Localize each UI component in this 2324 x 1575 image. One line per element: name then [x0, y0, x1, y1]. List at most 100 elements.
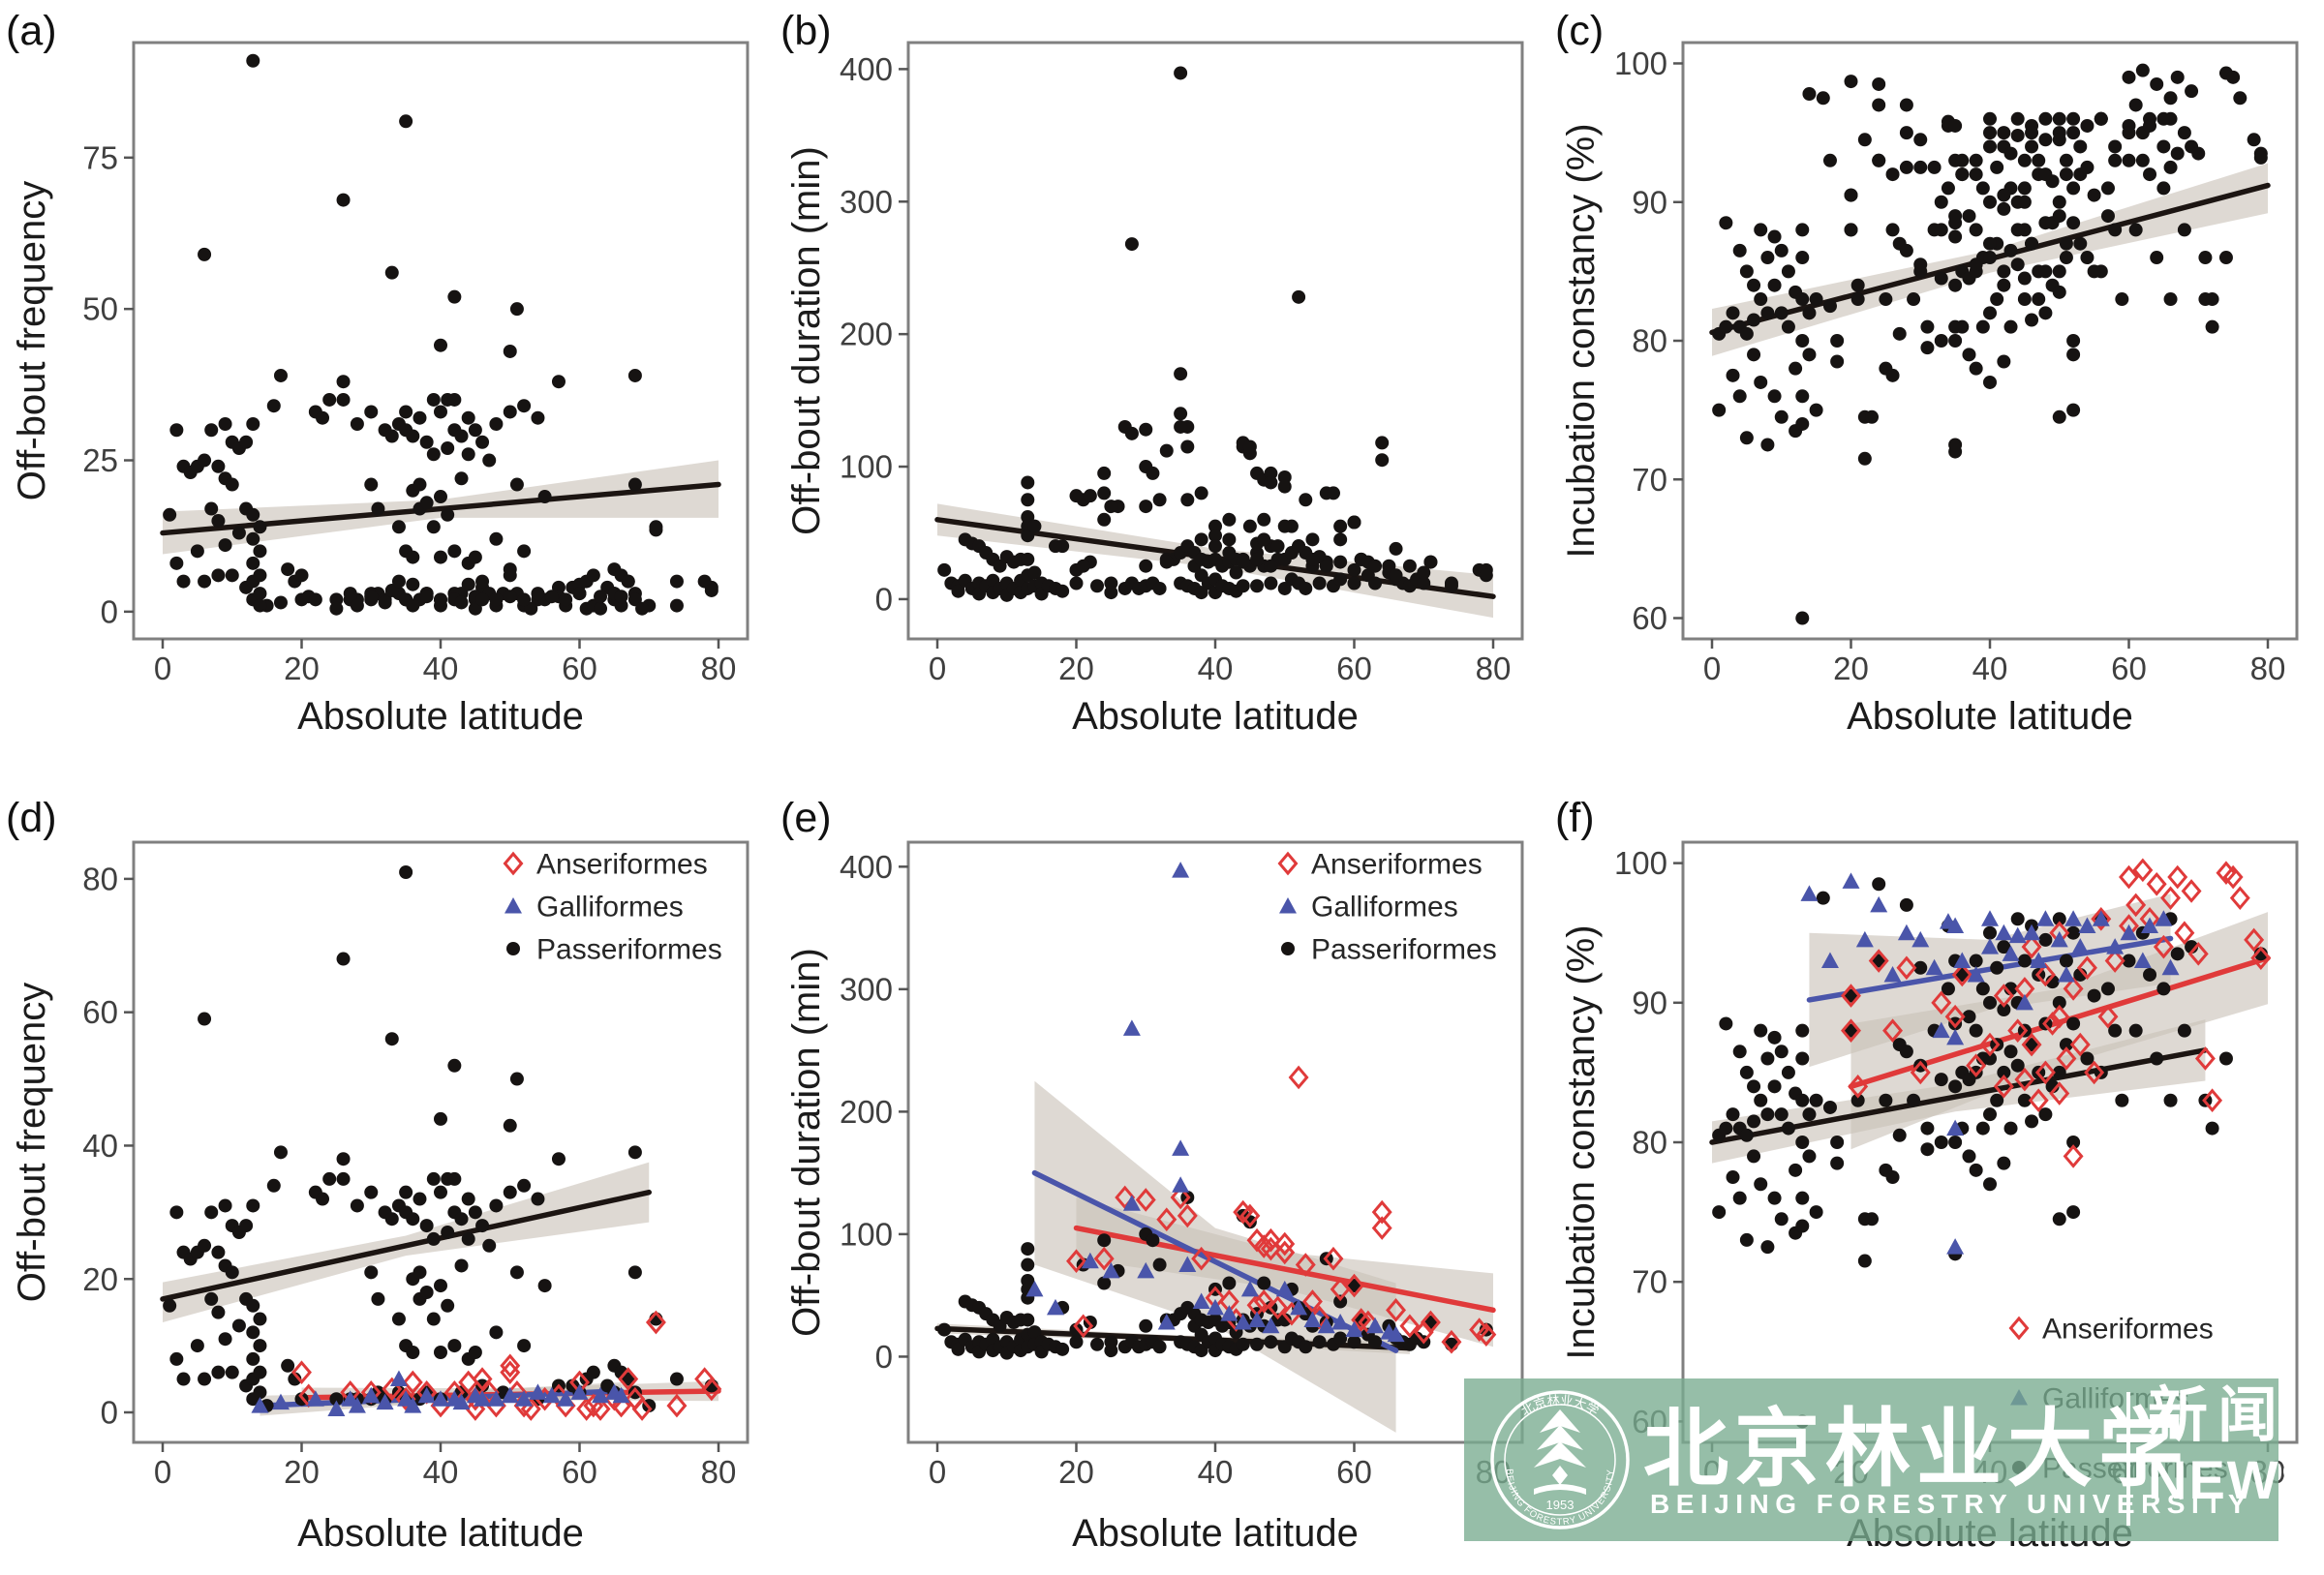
data-point — [426, 520, 441, 534]
data-point — [253, 587, 267, 601]
data-point — [447, 1339, 462, 1353]
data-point — [482, 1238, 497, 1253]
regression-line-blue — [1031, 1169, 1399, 1353]
data-point — [1159, 443, 1174, 458]
data-point — [350, 1198, 364, 1213]
data-point — [2059, 1038, 2073, 1052]
data-point — [441, 1298, 455, 1313]
data-point — [2073, 236, 2088, 251]
data-point — [1104, 586, 1118, 600]
data-point — [1194, 532, 1208, 547]
data-point — [1907, 1093, 1921, 1107]
series-galliformes — [1027, 66, 1403, 583]
data-point — [1135, 1188, 1156, 1212]
data-point — [1274, 1231, 1296, 1257]
data-point — [273, 595, 288, 610]
data-point — [489, 1198, 504, 1213]
data-point — [1795, 416, 1810, 431]
data-point — [2036, 910, 2055, 926]
y-tick-label: 100 — [840, 449, 893, 485]
data-point — [1899, 243, 1913, 257]
data-point — [2128, 223, 2143, 237]
data-point — [1207, 1298, 1224, 1316]
data-point — [1344, 1273, 1364, 1298]
data-point — [1969, 257, 1983, 272]
data-point — [1441, 1329, 1462, 1354]
data-point — [1781, 319, 1795, 334]
logo-inner-ring — [1504, 1404, 1616, 1516]
data-point — [1760, 438, 1775, 452]
data-point — [1076, 559, 1090, 573]
data-point — [1920, 319, 1935, 334]
data-point — [1739, 326, 1754, 341]
series-passeriformes — [1712, 76, 2268, 625]
data-point — [2010, 257, 2025, 272]
data-point — [1830, 334, 1845, 348]
data-point — [2120, 924, 2138, 941]
data-point — [461, 447, 475, 462]
data-point — [1899, 98, 1913, 112]
data-point — [441, 507, 455, 522]
data-point — [2071, 938, 2090, 954]
data-point — [503, 1185, 517, 1199]
data-point — [2025, 126, 2039, 140]
data-point — [391, 574, 406, 589]
data-point — [2025, 1114, 2039, 1129]
data-point — [1870, 895, 1888, 913]
data-point — [1948, 118, 1963, 133]
passeriformes-legend-icon — [506, 942, 520, 955]
data-point — [2143, 118, 2157, 133]
data-point — [2066, 925, 2081, 940]
data-point — [2059, 954, 2073, 968]
data-point — [1997, 264, 2011, 279]
data-point — [246, 416, 260, 431]
data-point — [1941, 982, 1955, 996]
series-anseriformes — [1066, 1065, 1497, 1354]
data-point — [468, 1205, 482, 1220]
data-point — [1990, 960, 2004, 975]
data-point — [1122, 1195, 1141, 1211]
data-point — [2059, 236, 2073, 251]
data-point — [2108, 1023, 2123, 1038]
data-point — [2084, 1060, 2105, 1085]
y-tick-label: 80 — [1632, 1125, 1667, 1161]
data-point — [1264, 1335, 1278, 1349]
data-point — [1073, 1314, 1094, 1339]
data-point — [2050, 930, 2068, 948]
x-axis-title: Absolute latitude — [297, 1512, 584, 1555]
data-point — [348, 1397, 366, 1413]
data-point — [1264, 475, 1278, 490]
data-point — [218, 1332, 232, 1347]
data-point — [2205, 1121, 2219, 1136]
data-point — [426, 392, 441, 407]
data-point — [1892, 326, 1907, 341]
data-point — [1122, 1019, 1141, 1036]
data-point — [1981, 910, 1999, 926]
data-point — [1389, 568, 1403, 583]
data-point — [211, 459, 226, 473]
data-point — [1270, 539, 1285, 554]
data-point — [468, 550, 482, 564]
data-point — [2003, 319, 2018, 334]
data-point — [1962, 209, 1976, 224]
data-point — [2170, 947, 2185, 961]
data-point — [163, 507, 177, 522]
data-point — [1347, 1335, 1361, 1349]
data-point — [1159, 555, 1174, 569]
data-point — [2017, 195, 2032, 209]
data-point — [1774, 306, 1789, 320]
data-point — [2150, 251, 2164, 265]
data-point — [1444, 576, 1458, 591]
data-point — [406, 577, 420, 591]
data-point — [1934, 195, 1948, 209]
data-point — [2032, 153, 2046, 167]
data-point — [2100, 209, 2115, 224]
data-point — [1795, 334, 1810, 348]
data-point — [570, 1383, 589, 1400]
data-point — [2161, 958, 2180, 976]
data-point — [1097, 486, 1112, 500]
legend-label: Galliformes — [536, 892, 684, 924]
panel-a-axes: 0 20 40 60 80 0 25 50 75 — [82, 139, 736, 686]
x-axis-title: Absolute latitude — [1072, 1512, 1359, 1555]
data-point — [1250, 579, 1265, 593]
